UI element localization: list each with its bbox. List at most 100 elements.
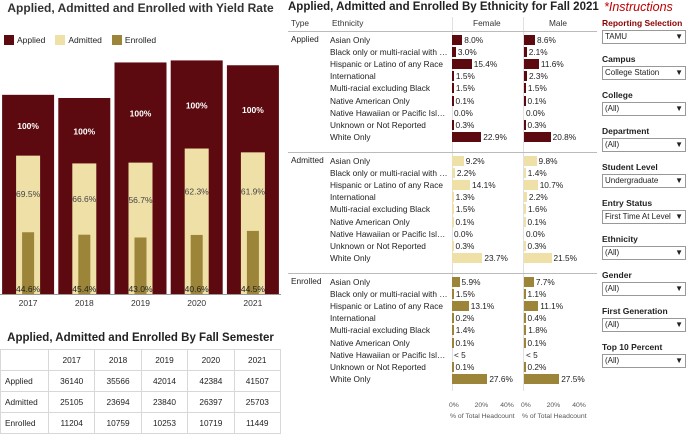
- ethnicity-group-enrolled: Enrolled Asian Only 5.9% 7.7% Black only or …: [288, 273, 597, 386]
- bar-female[interactable]: [452, 156, 464, 166]
- bar-female[interactable]: [452, 83, 454, 94]
- filter-dropdown-first-generation[interactable]: (All) ▼: [602, 318, 686, 332]
- bar-female[interactable]: [452, 204, 454, 215]
- bar-male[interactable]: [524, 59, 539, 70]
- bar-female[interactable]: [452, 95, 454, 106]
- bar-female[interactable]: [452, 35, 463, 45]
- filter-dropdown-top-10-percent[interactable]: (All) ▼: [602, 354, 686, 368]
- bar-female[interactable]: [452, 240, 454, 251]
- bar-female[interactable]: [452, 301, 469, 312]
- bar-female[interactable]: [452, 192, 454, 203]
- chart-title: Applied, Admitted and Enrolled with Yiel…: [7, 1, 274, 15]
- filter-dropdown-student-level[interactable]: Undergraduate ▼: [602, 174, 686, 188]
- chevron-down-icon[interactable]: ▼: [675, 212, 683, 221]
- bar-female[interactable]: [452, 71, 454, 82]
- data-label-admitted-2017: 69.5%: [16, 189, 41, 199]
- bar-male[interactable]: [524, 192, 527, 203]
- bar-male[interactable]: [524, 373, 560, 384]
- ethnicity-name: Hispanic or Latino of any Race: [330, 180, 443, 191]
- bar-enrolled-2021[interactable]: [246, 230, 259, 294]
- dropdown-value: TAMU: [605, 32, 628, 41]
- pct-label-female: 23.7%: [484, 252, 508, 263]
- axis-title: % of Total Headcount: [522, 413, 587, 420]
- bar-female[interactable]: [452, 313, 454, 324]
- bar-enrolled-2020[interactable]: [190, 234, 203, 294]
- group-type-label: Applied: [291, 34, 319, 44]
- filter-dropdown-ethnicity[interactable]: (All) ▼: [602, 246, 686, 260]
- chevron-down-icon[interactable]: ▼: [675, 284, 683, 293]
- bar-male[interactable]: [524, 180, 538, 191]
- bar-male[interactable]: [524, 35, 535, 45]
- chevron-down-icon[interactable]: ▼: [675, 320, 683, 329]
- data-label-admitted-2021: 61.9%: [241, 187, 266, 197]
- table-cell: 26397: [187, 391, 235, 413]
- bar-female[interactable]: [452, 289, 454, 300]
- bar-female[interactable]: [452, 325, 454, 336]
- bar-enrolled-2019[interactable]: [134, 237, 147, 294]
- data-label-admitted-2018: 66.6%: [72, 194, 97, 204]
- bar-female[interactable]: [452, 47, 456, 58]
- bar-enrolled-2017[interactable]: [22, 232, 35, 294]
- bar-male[interactable]: [524, 71, 527, 82]
- ethnicity-name: Asian Only: [330, 35, 371, 45]
- ethnicity-row: White Only 22.9% 20.8%: [288, 131, 597, 143]
- dropdown-value: College Station: [605, 68, 660, 77]
- bar-male[interactable]: [524, 156, 537, 166]
- bar-male[interactable]: [524, 289, 526, 300]
- bar-female[interactable]: [452, 59, 472, 70]
- chevron-down-icon[interactable]: ▼: [675, 68, 683, 77]
- data-label-enrolled-2017: 44.6%: [16, 284, 41, 294]
- table-cell: 10253: [140, 412, 189, 434]
- filter-dropdown-reporting[interactable]: TAMU ▼: [602, 30, 686, 44]
- data-label-enrolled-2018: 45.4%: [72, 284, 97, 294]
- group-type-label: Enrolled: [291, 276, 322, 286]
- bar-male[interactable]: [524, 83, 526, 94]
- bar-enrolled-2018[interactable]: [78, 234, 91, 294]
- chevron-down-icon[interactable]: ▼: [675, 356, 683, 365]
- bar-male[interactable]: [524, 277, 534, 287]
- bar-male[interactable]: [524, 325, 527, 336]
- bar-male[interactable]: [524, 131, 551, 142]
- bar-female[interactable]: [452, 216, 454, 227]
- pct-label-female: 0.3%: [455, 240, 475, 251]
- filter-dropdown-department[interactable]: (All) ▼: [602, 138, 686, 152]
- filter-dropdown-campus[interactable]: College Station ▼: [602, 66, 686, 80]
- bar-male[interactable]: [524, 361, 526, 372]
- chevron-down-icon[interactable]: ▼: [675, 140, 683, 149]
- bar-male[interactable]: [524, 119, 526, 130]
- bar-female[interactable]: [452, 361, 454, 372]
- pct-label-female: 3.0%: [457, 47, 477, 58]
- ethnicity-name: White Only: [330, 373, 371, 384]
- chevron-down-icon[interactable]: ▼: [675, 32, 683, 41]
- bar-male[interactable]: [524, 313, 526, 324]
- bar-female[interactable]: [452, 180, 471, 191]
- x-tick-label: 2017: [18, 298, 38, 308]
- bar-female[interactable]: [452, 252, 483, 263]
- bar-female[interactable]: [452, 168, 455, 179]
- chevron-down-icon[interactable]: ▼: [675, 248, 683, 257]
- bar-male[interactable]: [524, 216, 526, 227]
- filter-dropdown-entry-status[interactable]: First Time At Level ▼: [602, 210, 686, 224]
- bar-male[interactable]: [524, 240, 526, 251]
- bar-female[interactable]: [452, 337, 454, 348]
- filter-dropdown-college[interactable]: (All) ▼: [602, 102, 686, 116]
- bar-male[interactable]: [524, 168, 526, 179]
- bar-male[interactable]: [524, 204, 527, 215]
- bar-male[interactable]: [524, 252, 552, 263]
- bar-male[interactable]: [524, 301, 539, 312]
- pct-label-male: 1.8%: [528, 325, 548, 336]
- chevron-down-icon[interactable]: ▼: [675, 176, 683, 185]
- bar-male[interactable]: [524, 95, 526, 106]
- bar-female[interactable]: [452, 119, 454, 130]
- bar-female[interactable]: [452, 373, 488, 384]
- bar-female[interactable]: [452, 131, 482, 142]
- bar-male[interactable]: [524, 47, 527, 58]
- pct-label-female: 0.1%: [455, 337, 475, 348]
- ethnicity-row: White Only 23.7% 21.5%: [288, 252, 597, 264]
- filter-label: First Generation: [602, 306, 668, 316]
- instructions-link[interactable]: *Instructions: [604, 0, 673, 14]
- chevron-down-icon[interactable]: ▼: [675, 104, 683, 113]
- filter-dropdown-gender[interactable]: (All) ▼: [602, 282, 686, 296]
- bar-male[interactable]: [524, 337, 526, 348]
- bar-female[interactable]: [452, 277, 460, 287]
